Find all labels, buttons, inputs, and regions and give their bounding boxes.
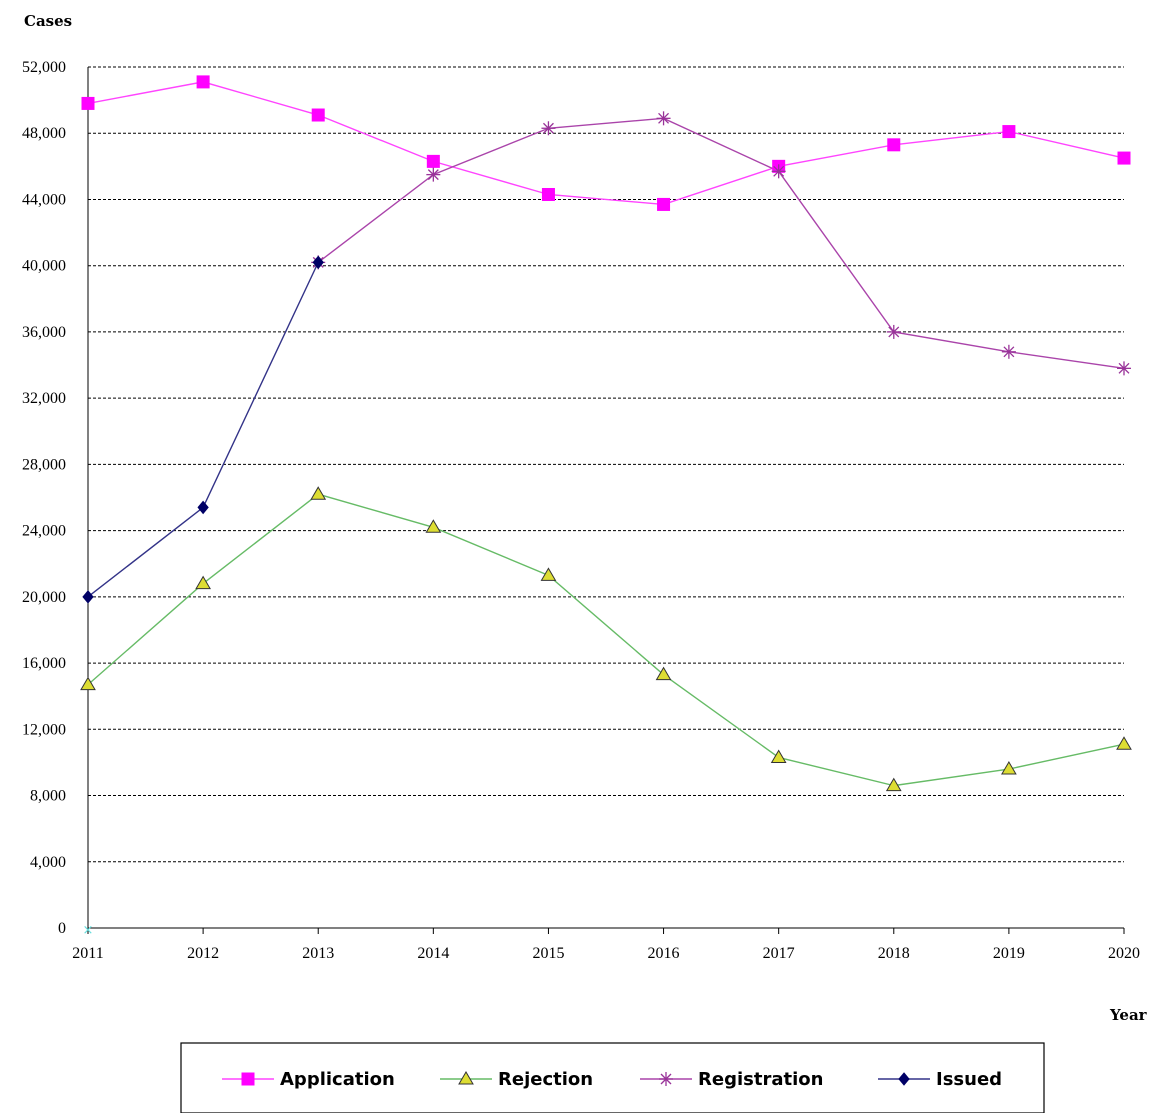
point-application: [81, 96, 95, 110]
asterisk-stroke: [773, 165, 785, 177]
origin-marker: ×: [83, 923, 94, 938]
point-rejection: [310, 486, 327, 500]
series-line-issued: [87, 262, 319, 598]
point-issued: [197, 500, 209, 515]
legend-marker-issued: [898, 1072, 910, 1086]
point-rejection: [1116, 736, 1132, 750]
legend-label-registration: Registration: [698, 1069, 823, 1090]
legend: Application Rejection Registration Issued: [180, 1042, 1045, 1113]
point-registration: [541, 121, 556, 136]
y-tick-label: 4,000: [30, 854, 66, 871]
point-application: [196, 75, 210, 89]
asterisk-stroke: [1118, 362, 1130, 374]
y-tick-label: 12,000: [22, 721, 66, 738]
y-tick-label: 48,000: [22, 125, 66, 142]
x-tick-label: 2014: [417, 945, 449, 962]
series-line-registration: [317, 117, 1125, 370]
point-rejection: [885, 777, 902, 792]
point-application: [426, 154, 440, 168]
legend-label-application: Application: [280, 1069, 395, 1090]
point-registration: [1001, 344, 1016, 359]
axes: 0 4,000 8,000 12,000 16,000 20,000 24,000 28,00…: [22, 59, 1140, 962]
y-tick-label: 24,000: [22, 523, 66, 540]
y-tick-label: 0: [58, 920, 66, 937]
point-application: [1117, 151, 1131, 165]
x-tick-label: 2019: [993, 945, 1025, 962]
asterisk-stroke: [542, 122, 554, 134]
asterisk-stroke: [427, 169, 439, 181]
y-tick-label: 40,000: [22, 258, 66, 275]
legend-label-issued: Issued: [936, 1069, 1002, 1090]
y-tick-label: 52,000: [22, 59, 66, 76]
x-tick-label: 2011: [72, 945, 103, 962]
series-line-rejection: [87, 493, 1125, 787]
asterisk-stroke: [658, 112, 670, 124]
point-rejection: [540, 567, 557, 581]
y-tick-label: 28,000: [22, 456, 66, 473]
x-tick-label: 2017: [763, 945, 795, 962]
y-tick-label: 36,000: [22, 324, 66, 341]
point-rejection: [655, 666, 672, 681]
point-rejection: [80, 676, 96, 691]
point-application: [657, 197, 671, 211]
point-application: [1002, 125, 1016, 139]
legend-marker-rejection: [458, 1071, 474, 1085]
point-rejection: [770, 749, 787, 763]
x-tick-label: 2020: [1108, 945, 1140, 962]
x-tick-label: 2016: [648, 945, 680, 962]
point-registration: [656, 111, 671, 126]
asterisk-stroke: [1003, 346, 1015, 358]
x-tick-label: 2015: [532, 945, 564, 962]
point-application: [541, 187, 555, 201]
y-tick-label: 32,000: [22, 390, 66, 407]
x-tick-label: 2013: [302, 945, 334, 962]
x-tick-label: 2018: [878, 945, 910, 962]
legend-label-rejection: Rejection: [498, 1069, 593, 1090]
point-application: [887, 138, 901, 152]
y-tick-label: 16,000: [22, 655, 66, 672]
grid: [88, 66, 1124, 863]
y-tick-label: 44,000: [22, 191, 66, 208]
point-rejection: [195, 575, 211, 590]
x-axis-title: Year: [1109, 1006, 1148, 1024]
asterisk-stroke: [660, 1073, 672, 1085]
point-registration: [771, 164, 786, 179]
point-issued: [312, 255, 324, 270]
point-issued: [82, 590, 94, 604]
asterisk-stroke: [888, 326, 900, 338]
point-rejection: [425, 519, 442, 533]
legend-marker-registration: [659, 1072, 673, 1086]
y-tick-label: 8,000: [30, 788, 66, 805]
x-tick-label: 2012: [187, 945, 219, 962]
point-registration: [886, 324, 901, 339]
point-rejection: [1001, 761, 1017, 775]
legend-marker-application: [241, 1072, 255, 1086]
point-registration: [1117, 361, 1131, 376]
series-markers: [80, 75, 1132, 792]
series-line-application: [87, 81, 1125, 206]
point-application: [311, 108, 325, 122]
y-tick-label: 20,000: [22, 589, 66, 606]
point-registration: [426, 167, 441, 182]
series-lines: [87, 81, 1125, 787]
y-axis-title: Cases: [24, 12, 72, 30]
